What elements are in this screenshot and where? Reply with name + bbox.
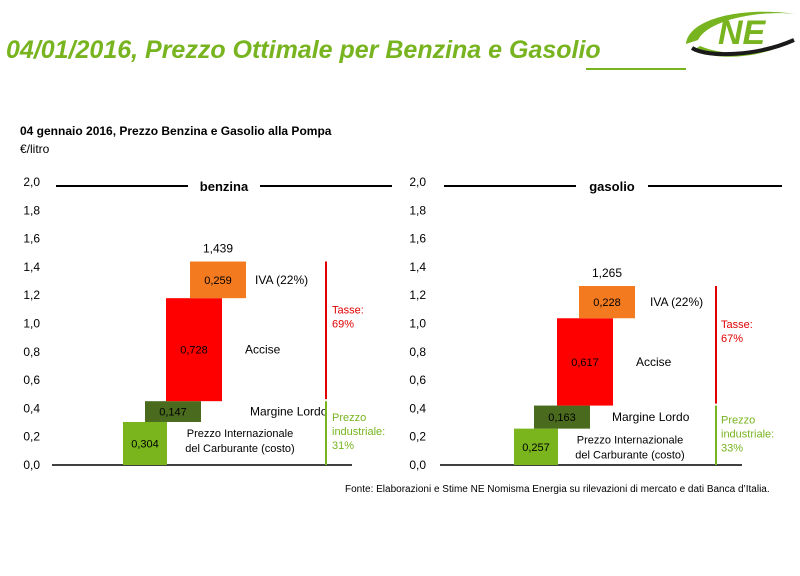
gasolio-segment-name: Accise <box>636 355 672 369</box>
benzina-industrial-label: Prezzo <box>332 412 366 424</box>
gasolio-y-tick-label: 0,6 <box>409 373 426 387</box>
gasolio-y-tick-label: 1,0 <box>409 317 426 331</box>
benzina-tax-label: Tasse: <box>332 304 364 316</box>
benzina-y-tick-label: 2,0 <box>23 175 40 189</box>
benzina-y-tick-label: 0,0 <box>23 458 40 472</box>
gasolio-segment-name: IVA (22%) <box>650 295 703 309</box>
gasolio-segment-name: Margine Lordo <box>612 410 690 424</box>
gasolio-panel-title: gasolio <box>589 179 635 194</box>
gasolio-y-tick-label: 1,4 <box>409 260 426 274</box>
benzina-bar-value-label: 0,147 <box>159 407 187 419</box>
gasolio-title-bg <box>576 178 648 194</box>
benzina-segment-name: IVA (22%) <box>255 273 308 287</box>
page-title: 04/01/2016, Prezzo Ottimale per Benzina … <box>6 36 601 64</box>
gasolio-industrial-label: Prezzo <box>721 414 755 426</box>
benzina-y-tick-label: 0,6 <box>23 373 40 387</box>
benzina-bar-value-label: 0,728 <box>180 345 208 357</box>
benzina-bar-4 <box>190 261 246 299</box>
benzina-bar-1 <box>123 421 167 465</box>
gasolio-y-tick-label: 0,8 <box>409 345 426 359</box>
benzina-y-tick-label: 1,8 <box>23 203 40 217</box>
ne-logo: NE <box>686 11 796 57</box>
gasolio-tax-label: 67% <box>721 333 743 345</box>
gasolio-tax-label: Tasse: <box>721 319 753 331</box>
gasolio-industrial-label: 33% <box>721 442 743 454</box>
gasolio-segment-name-line2: del Carburante (costo) <box>575 450 684 462</box>
gasolio-total-label: 1,265 <box>592 266 622 280</box>
unit-label: €/litro <box>20 142 50 156</box>
gasolio-industrial-label: industriale: <box>721 428 774 440</box>
gasolio-y-tick-label: 2,0 <box>409 175 426 189</box>
gasolio-segment-name-line1: Prezzo Internazionale <box>577 435 683 447</box>
svg-text:NE: NE <box>718 14 767 52</box>
benzina-segment-name-line2: del Carburante (costo) <box>185 443 294 455</box>
benzina-bar-3 <box>166 298 222 402</box>
gasolio-bar-value-label: 0,257 <box>522 442 550 454</box>
benzina-y-tick-label: 0,2 <box>23 430 40 444</box>
gasolio-bar-1 <box>514 428 558 465</box>
gasolio-bar-value-label: 0,617 <box>571 357 599 369</box>
benzina-bar-value-label: 0,259 <box>204 275 232 287</box>
gasolio-bar-value-label: 0,228 <box>593 297 621 309</box>
gasolio-y-tick-label: 0,0 <box>409 458 426 472</box>
benzina-y-tick-label: 0,8 <box>23 345 40 359</box>
chart-subtitle: 04 gennaio 2016, Prezzo Benzina e Gasoli… <box>20 124 332 138</box>
benzina-bar-2 <box>145 401 201 422</box>
benzina-industrial-label: 31% <box>332 440 354 452</box>
benzina-y-tick-label: 1,4 <box>23 260 40 274</box>
benzina-industrial-label: industriale: <box>332 426 385 438</box>
benzina-segment-name: Margine Lordo <box>250 405 328 419</box>
gasolio-bar-2 <box>534 405 590 429</box>
gasolio-y-tick-label: 1,8 <box>409 203 426 217</box>
benzina-segment-name: Accise <box>245 343 281 357</box>
gasolio-y-tick-label: 1,2 <box>409 288 426 302</box>
benzina-bar-value-label: 0,304 <box>131 438 159 450</box>
benzina-y-tick-label: 1,0 <box>23 317 40 331</box>
gasolio-y-tick-label: 0,4 <box>409 401 426 415</box>
benzina-total-label: 1,439 <box>203 242 233 256</box>
benzina-segment-name-line1: Prezzo Internazionale <box>187 428 293 440</box>
benzina-y-tick-label: 0,4 <box>23 401 40 415</box>
benzina-panel-title: benzina <box>200 179 249 194</box>
source-note: Fonte: Elaborazioni e Stime NE Nomisma E… <box>345 484 770 495</box>
benzina-y-tick-label: 1,2 <box>23 288 40 302</box>
benzina-y-tick-label: 1,6 <box>23 232 40 246</box>
gasolio-y-tick-label: 1,6 <box>409 232 426 246</box>
gasolio-bar-value-label: 0,163 <box>548 412 576 424</box>
benzina-tax-label: 69% <box>332 318 354 330</box>
benzina-title-bg <box>188 178 260 194</box>
title-underline <box>586 68 686 70</box>
gasolio-bar-3 <box>557 318 613 406</box>
gasolio-bar-4 <box>579 286 635 319</box>
gasolio-y-tick-label: 0,2 <box>409 430 426 444</box>
